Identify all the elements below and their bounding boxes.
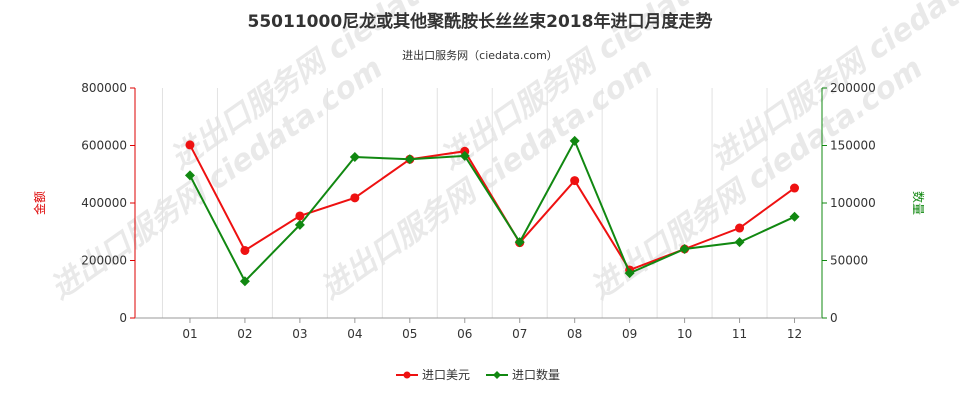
data-point-usd[interactable]: [240, 245, 250, 255]
x-tick-label: 12: [787, 327, 802, 341]
data-point-qty[interactable]: [459, 150, 470, 161]
data-point-qty[interactable]: [184, 170, 195, 181]
x-tick-label: 01: [182, 327, 197, 341]
left-tick-label: 0: [119, 311, 127, 325]
x-tick-label: 08: [567, 327, 582, 341]
data-point-qty[interactable]: [569, 135, 580, 146]
left-tick-label: 400000: [81, 196, 127, 210]
data-point-usd[interactable]: [350, 193, 360, 203]
x-tick-label: 02: [237, 327, 252, 341]
data-point-usd[interactable]: [185, 140, 195, 150]
legend-item-usd[interactable]: 进口美元: [396, 368, 470, 382]
data-point-qty[interactable]: [294, 219, 305, 230]
data-point-qty[interactable]: [734, 237, 745, 248]
left-tick-label: 800000: [81, 81, 127, 95]
data-point-qty[interactable]: [404, 154, 415, 165]
right-axis-ticks: 0 50000 100000 150000 200000: [822, 81, 876, 325]
right-tick-label: 0: [830, 311, 838, 325]
x-tick-label: 07: [512, 327, 527, 341]
x-tick-label: 06: [457, 327, 472, 341]
x-tick-label: 05: [402, 327, 417, 341]
x-axis-ticks: 01 02 03 04 05 06 07 08 09 10 11 12: [182, 318, 802, 341]
right-tick-label: 150000: [830, 139, 876, 153]
data-point-usd[interactable]: [570, 176, 580, 186]
x-tick-label: 09: [622, 327, 637, 341]
data-point-usd[interactable]: [295, 211, 305, 221]
x-tick-label: 11: [732, 327, 747, 341]
series-line-1: [189, 138, 795, 283]
legend-label-qty: 进口数量: [512, 367, 560, 382]
legend-label-usd: 进口美元: [422, 368, 470, 382]
x-tick-label: 03: [292, 327, 307, 341]
left-tick-label: 600000: [81, 139, 127, 153]
data-point-usd[interactable]: [790, 183, 800, 193]
data-point-qty[interactable]: [679, 244, 690, 254]
data-point-qty[interactable]: [789, 211, 800, 222]
data-point-qty[interactable]: [239, 276, 250, 287]
left-tick-label: 200000: [81, 254, 127, 268]
data-point-qty[interactable]: [514, 237, 525, 248]
data-point-qty[interactable]: [349, 152, 360, 162]
right-tick-label: 100000: [830, 196, 876, 210]
legend-item-qty[interactable]: 进口数量: [486, 367, 560, 382]
left-axis-ticks: 0 200000 400000 600000 800000: [81, 81, 135, 325]
right-axis-label: 数量: [911, 191, 926, 215]
right-tick-label: 50000: [830, 254, 868, 268]
data-point-qty[interactable]: [624, 268, 635, 279]
x-tick-label: 04: [347, 327, 362, 341]
legend: 进口美元 进口数量: [396, 367, 560, 382]
x-tick-label: 10: [677, 327, 692, 341]
chart-subtitle: 进出口服务网（ciedata.com）: [402, 48, 558, 62]
series-layer: [184, 135, 800, 287]
left-axis-label: 金额: [32, 191, 47, 215]
data-point-usd[interactable]: [735, 223, 745, 233]
right-tick-label: 200000: [830, 81, 876, 95]
chart-title: 55011000尼龙或其他聚酰胺长丝丝束2018年进口月度走势: [248, 11, 713, 32]
series-line-0: [189, 144, 796, 272]
